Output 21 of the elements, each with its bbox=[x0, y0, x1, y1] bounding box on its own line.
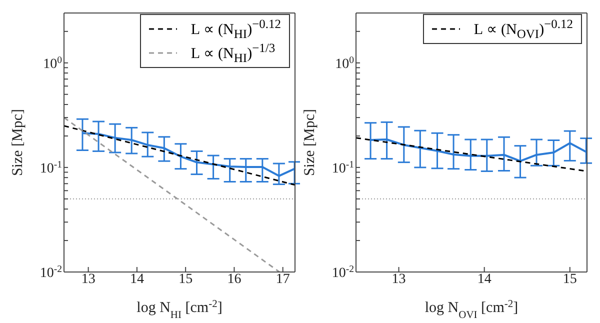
x-axis-title: log N$_{OVI}$ [cm$^{-2}$] bbox=[424, 298, 518, 320]
y-tick-label: 10$^{0}$ bbox=[43, 54, 62, 72]
y-tick-label: 10$^{-1}$ bbox=[332, 158, 354, 176]
y-tick-label: 10$^{0}$ bbox=[335, 54, 354, 72]
x-tick-label: 16 bbox=[227, 272, 242, 287]
x-tick-label: 14 bbox=[130, 272, 144, 287]
y-axis-title: Size [Mpc] bbox=[302, 108, 318, 176]
x-tick-label: 14 bbox=[477, 272, 492, 287]
legend-label: L ∝ (N$_{HI}$)$^{−1/3}$ bbox=[190, 40, 276, 66]
legend-label: L ∝ (N$_{HI}$)$^{−0.12}$ bbox=[190, 16, 281, 42]
x-tick-label: 15 bbox=[178, 272, 193, 287]
x-tick-label: 15 bbox=[562, 272, 577, 287]
y-tick-label: 10$^{-1}$ bbox=[40, 158, 62, 176]
x-tick-label: 17 bbox=[276, 272, 290, 287]
y-tick-label: 10$^{-2}$ bbox=[40, 264, 62, 281]
x-axis-title: log N$_{HI}$ [cm$^{-2}$] bbox=[136, 298, 222, 320]
x-tick-label: 13 bbox=[81, 272, 96, 287]
y-axis-title: Size [Mpc] bbox=[10, 108, 26, 176]
legend-label: L ∝ (N$_{OVI}$)$^{−0.12}$ bbox=[474, 16, 573, 42]
y-tick-label: 10$^{-2}$ bbox=[332, 264, 354, 281]
x-tick-label: 13 bbox=[392, 272, 406, 287]
